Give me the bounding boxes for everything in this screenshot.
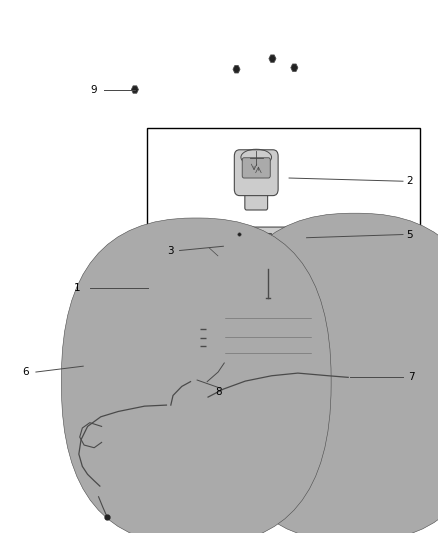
FancyBboxPatch shape — [234, 150, 278, 196]
Text: 8: 8 — [215, 387, 223, 397]
FancyBboxPatch shape — [219, 227, 311, 274]
FancyBboxPatch shape — [258, 233, 272, 269]
FancyBboxPatch shape — [304, 238, 310, 263]
Polygon shape — [201, 237, 223, 261]
Text: 6: 6 — [22, 367, 29, 377]
Polygon shape — [291, 64, 298, 71]
FancyBboxPatch shape — [282, 373, 297, 388]
Polygon shape — [233, 66, 240, 73]
Ellipse shape — [293, 242, 302, 251]
Bar — [225, 342, 311, 348]
Text: 3: 3 — [167, 246, 174, 255]
Polygon shape — [269, 55, 276, 62]
Polygon shape — [131, 86, 138, 93]
FancyBboxPatch shape — [165, 397, 183, 412]
FancyBboxPatch shape — [169, 400, 177, 409]
Text: 1: 1 — [73, 283, 80, 293]
FancyBboxPatch shape — [189, 374, 208, 390]
FancyBboxPatch shape — [197, 319, 218, 356]
Circle shape — [265, 264, 271, 271]
Bar — [147, 128, 420, 472]
FancyBboxPatch shape — [219, 303, 225, 371]
Text: 7: 7 — [408, 373, 415, 382]
Text: 5: 5 — [406, 230, 413, 239]
Bar — [225, 323, 311, 329]
FancyBboxPatch shape — [242, 158, 270, 178]
FancyBboxPatch shape — [212, 293, 324, 381]
Text: 2: 2 — [406, 176, 413, 186]
FancyBboxPatch shape — [319, 324, 336, 350]
FancyBboxPatch shape — [303, 373, 318, 388]
FancyBboxPatch shape — [219, 213, 438, 533]
FancyBboxPatch shape — [311, 303, 317, 371]
FancyBboxPatch shape — [239, 373, 254, 388]
FancyBboxPatch shape — [261, 300, 275, 374]
FancyBboxPatch shape — [300, 238, 306, 263]
FancyBboxPatch shape — [346, 368, 371, 386]
Text: 9: 9 — [91, 85, 98, 94]
FancyBboxPatch shape — [245, 184, 268, 210]
Ellipse shape — [285, 242, 293, 251]
FancyBboxPatch shape — [261, 373, 276, 388]
FancyBboxPatch shape — [221, 305, 315, 334]
FancyBboxPatch shape — [218, 373, 233, 388]
FancyBboxPatch shape — [91, 484, 107, 498]
FancyBboxPatch shape — [61, 218, 331, 533]
